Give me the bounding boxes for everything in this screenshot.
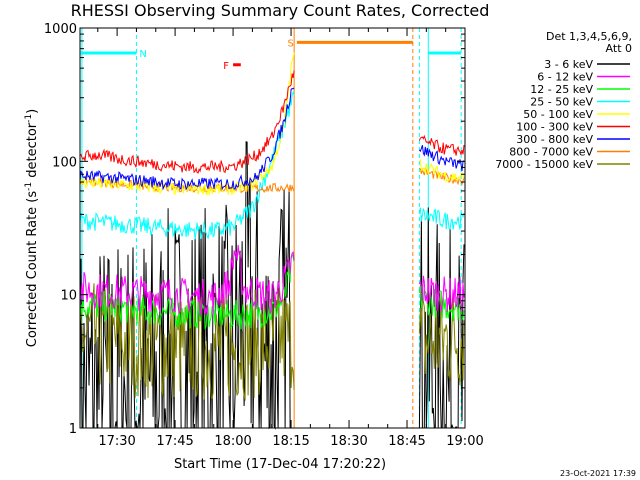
legend-entry-label: 50 - 100 keV (523, 108, 593, 121)
legend-header: Det 1,3,4,5,6,9, (546, 30, 632, 43)
x-tick-label: 17:45 (156, 434, 193, 449)
y-axis-label-part: detector (25, 122, 40, 182)
y-tick-label: 100 (52, 155, 77, 170)
y-axis-label-exponent: -1 (24, 114, 34, 123)
legend-entry-label: 12 - 25 keV (530, 83, 593, 96)
y-tick-label: 1000 (44, 22, 77, 37)
series-line-7 (79, 87, 465, 191)
footer-timestamp: 23-Oct-2021 17:39 (560, 469, 636, 478)
x-tick-label: 17:30 (98, 434, 135, 449)
x-tick-label: 18:45 (388, 434, 425, 449)
plot-frame (79, 27, 466, 429)
axes: 17:30 17:45 18:00 18:15 18:30 18:45 19:00 1 10 10… (44, 22, 484, 449)
legend-header: Att 0 (606, 42, 632, 55)
y-tick-label: 1 (69, 422, 77, 437)
x-tick-label: 19:00 (446, 434, 483, 449)
y-axis-label-exponent: -1 (24, 182, 34, 191)
flag-label: S (287, 38, 293, 49)
y-axis-label: Corrected Count Rate (s-1 detector-1) (24, 109, 40, 347)
y-axis-label-part: ) (25, 109, 40, 114)
flag-label: F (223, 61, 229, 72)
y-tick-label: 10 (60, 289, 77, 304)
chart-title: RHESSI Observing Summary Count Rates, Co… (71, 1, 490, 20)
x-tick-label: 18:00 (214, 434, 251, 449)
legend-entry-label: 25 - 50 keV (530, 96, 593, 109)
legend-entry-label: 3 - 6 keV (544, 58, 593, 71)
x-axis-label: Start Time (17-Dec-04 17:20:22) (174, 457, 386, 472)
y-axis-label-part: Corrected Count Rate (s (25, 191, 40, 348)
series-line-6 (79, 70, 465, 174)
series-line-2 (79, 244, 465, 316)
legend-entry-label: 300 - 800 keV (516, 133, 593, 146)
legend-entry-label: 800 - 7000 keV (509, 146, 593, 159)
x-tick-label: 18:15 (272, 434, 309, 449)
legend-entry-label: 7000 - 15000 keV (495, 158, 593, 171)
series-line-4 (79, 91, 465, 240)
legend-entry-label: 6 - 12 keV (537, 71, 593, 84)
flag-label: N (139, 49, 146, 60)
legend-entry-label: 100 - 300 keV (516, 121, 593, 134)
x-tick-label: 18:30 (330, 434, 367, 449)
